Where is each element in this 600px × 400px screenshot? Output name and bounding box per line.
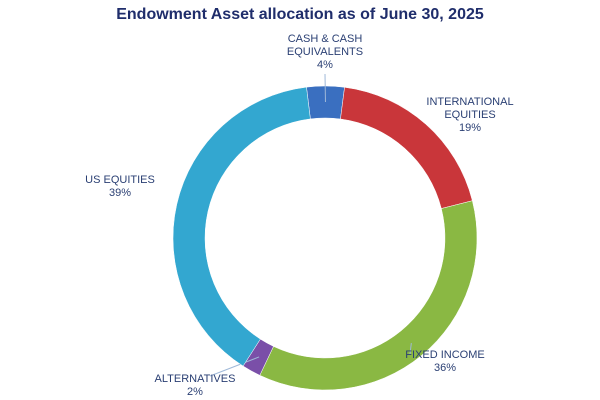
data-label: ALTERNATIVES 2% — [145, 373, 245, 399]
category-label: US EQUITIES — [85, 174, 155, 186]
value-label: 36% — [433, 362, 457, 374]
data-label: US EQUITIES 39% — [70, 174, 170, 200]
value-label: 39% — [108, 187, 132, 199]
leader-line — [209, 356, 260, 377]
data-label: INTERNATIONAL EQUITIES 19% — [415, 96, 525, 135]
value-label: 19% — [458, 121, 482, 134]
value-label: 4% — [317, 58, 333, 71]
category-label: FIXED INCOME — [405, 349, 485, 361]
category-label: ALTERNATIVES — [154, 373, 236, 385]
category-label: INTERNATIONAL EQUITIES — [426, 95, 514, 121]
data-label: CASH & CASH EQUIVALENTS 4% — [270, 33, 380, 72]
data-label: FIXED INCOME 36% — [395, 349, 495, 375]
value-label: 2% — [187, 386, 203, 398]
leader-line — [409, 343, 412, 355]
category-label: CASH & CASH EQUIVALENTS — [286, 32, 364, 58]
donut-segment — [259, 200, 478, 391]
chart-title: Endowment Asset allocation as of June 30… — [116, 6, 484, 23]
donut-segment — [172, 86, 311, 367]
